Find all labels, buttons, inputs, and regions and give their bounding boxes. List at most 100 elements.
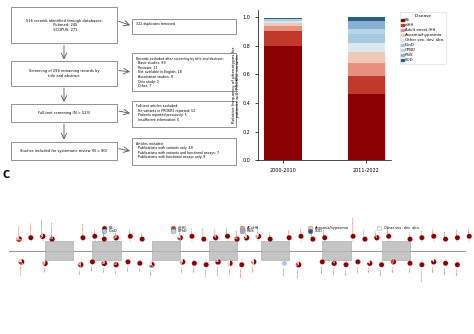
Wedge shape: [16, 239, 22, 242]
Text: G68R: G68R: [369, 266, 370, 272]
FancyBboxPatch shape: [131, 53, 236, 91]
Wedge shape: [18, 262, 23, 265]
Text: V330C: V330C: [469, 226, 470, 233]
Bar: [382, 241, 410, 260]
Wedge shape: [466, 234, 472, 239]
Text: nIHH: nIHH: [178, 226, 186, 230]
Text: D117Y: D117Y: [191, 226, 192, 233]
Text: V158: V158: [194, 266, 195, 272]
Wedge shape: [190, 234, 194, 239]
Bar: [347, 17, 385, 21]
Bar: [209, 241, 237, 260]
Text: R80C: R80C: [104, 230, 105, 236]
Wedge shape: [227, 263, 230, 266]
Wedge shape: [180, 260, 182, 264]
Bar: [264, 19, 302, 20]
Text: Records excluded after screening by title and abstract:
  Basic studies: 89
  Re: Records excluded after screening by titl…: [137, 56, 224, 88]
Wedge shape: [40, 234, 43, 238]
Wedge shape: [180, 235, 183, 240]
Wedge shape: [355, 259, 360, 265]
Text: R55L: R55L: [116, 268, 117, 273]
Wedge shape: [215, 259, 221, 265]
Legend: KS, nIHH, Adult onset IHH, Anosmia/hyposmia, Other sex. dev. abn., IGnD, CPND, P: KS, nIHH, Adult onset IHH, Anosmia/hypos…: [400, 12, 446, 64]
Wedge shape: [374, 235, 380, 240]
Wedge shape: [234, 236, 240, 242]
Text: Studies included for systematic review (N = 80): Studies included for systematic review (…: [20, 149, 108, 153]
Wedge shape: [152, 262, 155, 267]
Text: M303: M303: [421, 229, 422, 235]
Wedge shape: [239, 262, 245, 267]
Text: S168L: S168L: [229, 266, 230, 273]
FancyBboxPatch shape: [10, 7, 117, 43]
Text: L218P: L218P: [289, 228, 290, 235]
Wedge shape: [431, 234, 436, 239]
Text: 3L1285: 3L1285: [206, 268, 207, 276]
Bar: [92, 241, 121, 260]
Wedge shape: [431, 259, 437, 265]
Bar: [264, 23, 302, 26]
Wedge shape: [21, 259, 24, 264]
Wedge shape: [181, 259, 185, 265]
Bar: [347, 43, 385, 51]
Wedge shape: [81, 262, 83, 268]
Bar: [347, 29, 385, 34]
Wedge shape: [113, 262, 119, 268]
Wedge shape: [177, 237, 180, 240]
Wedge shape: [216, 259, 218, 262]
Bar: [347, 76, 385, 95]
Wedge shape: [41, 233, 46, 239]
Wedge shape: [204, 262, 209, 267]
Wedge shape: [137, 261, 142, 266]
Wedge shape: [78, 262, 81, 265]
Wedge shape: [18, 260, 21, 262]
Text: Full-text screening (N = 523): Full-text screening (N = 523): [38, 111, 90, 115]
Wedge shape: [375, 235, 377, 238]
Text: PR24580: PR24580: [298, 268, 299, 278]
Wedge shape: [214, 235, 216, 238]
Text: B: B: [192, 0, 200, 1]
Wedge shape: [201, 236, 206, 242]
Wedge shape: [251, 259, 254, 262]
Wedge shape: [102, 261, 104, 263]
Wedge shape: [256, 233, 261, 239]
Wedge shape: [407, 261, 412, 266]
Bar: [264, 20, 302, 21]
Wedge shape: [432, 259, 434, 262]
Wedge shape: [42, 261, 45, 266]
Text: G95C: G95C: [80, 268, 81, 274]
Wedge shape: [297, 262, 299, 265]
Wedge shape: [125, 259, 131, 265]
Wedge shape: [230, 261, 233, 266]
Text: Anosmia/hyposmia: Anosmia/hyposmia: [315, 226, 349, 230]
Text: Other sex. dev. abn.: Other sex. dev. abn.: [384, 226, 420, 230]
Wedge shape: [244, 236, 246, 238]
Text: 322 duplicates removed: 322 duplicates removed: [137, 22, 175, 26]
Bar: [347, 21, 385, 29]
Wedge shape: [43, 261, 48, 266]
Bar: [347, 95, 385, 160]
Wedge shape: [255, 234, 258, 238]
Wedge shape: [78, 264, 81, 268]
Wedge shape: [150, 262, 152, 265]
Wedge shape: [19, 259, 21, 262]
Wedge shape: [310, 236, 316, 242]
Text: V140C: V140C: [182, 265, 183, 272]
Wedge shape: [19, 236, 22, 240]
Wedge shape: [177, 235, 180, 238]
Wedge shape: [455, 235, 460, 240]
Wedge shape: [80, 235, 85, 240]
Wedge shape: [213, 235, 219, 240]
Bar: [261, 241, 289, 260]
Wedge shape: [386, 234, 392, 239]
FancyBboxPatch shape: [131, 19, 236, 34]
Text: N187NTer30: N187NTer30: [30, 221, 31, 235]
Wedge shape: [215, 260, 218, 262]
Wedge shape: [244, 235, 246, 238]
Text: T290M: T290M: [334, 266, 335, 274]
Text: G32480: G32480: [284, 266, 285, 275]
Wedge shape: [299, 234, 303, 239]
Wedge shape: [343, 262, 348, 267]
Text: PSIS: PSIS: [246, 228, 254, 232]
Wedge shape: [350, 234, 356, 239]
Text: L36V: L36V: [130, 228, 131, 233]
